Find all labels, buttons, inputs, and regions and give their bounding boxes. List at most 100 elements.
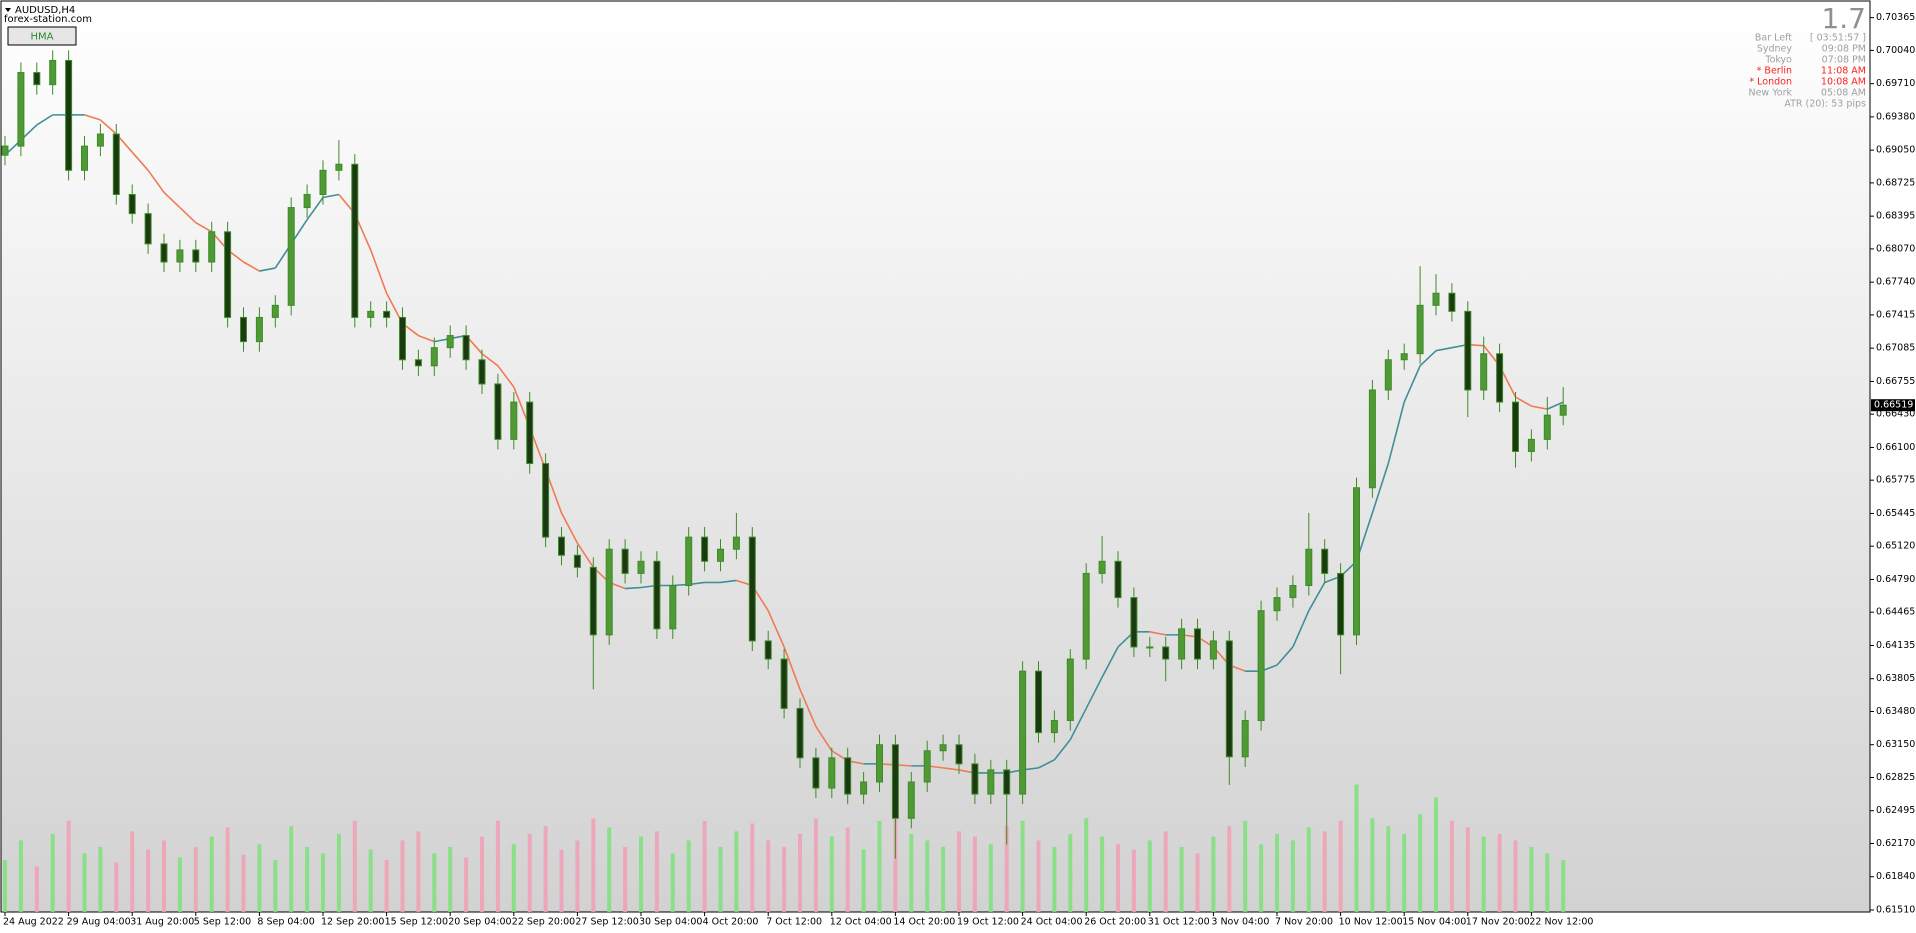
y-tick-label: 0.62825 bbox=[1876, 772, 1915, 783]
volume-bar bbox=[1402, 833, 1407, 912]
volume-bar bbox=[527, 833, 532, 912]
y-tick-label: 0.65445 bbox=[1876, 508, 1915, 519]
info-label: Bar Left bbox=[1755, 33, 1792, 44]
volume-bar bbox=[654, 831, 659, 912]
x-tick-label: 27 Sep 12:00 bbox=[575, 917, 638, 928]
info-value: 05:08 AM bbox=[1821, 88, 1866, 99]
volume-bar bbox=[289, 826, 294, 912]
y-tick-label: 0.67415 bbox=[1876, 309, 1915, 320]
candle-body bbox=[399, 316, 406, 361]
candle-body bbox=[1464, 310, 1472, 391]
hma-button-label[interactable]: HMA bbox=[31, 32, 54, 43]
volume-bar bbox=[1481, 836, 1486, 912]
candle-body bbox=[1178, 628, 1186, 660]
candle-body bbox=[271, 304, 279, 318]
hma-segment bbox=[815, 726, 833, 752]
candle-body bbox=[17, 72, 25, 147]
candle-body bbox=[669, 584, 677, 630]
x-tick-label: 12 Sep 20:00 bbox=[321, 917, 384, 928]
volume-bar bbox=[893, 814, 898, 912]
hma-segment bbox=[799, 688, 817, 727]
hma-button[interactable] bbox=[7, 26, 77, 46]
volume-bar bbox=[3, 859, 7, 912]
volume-bar bbox=[1529, 846, 1534, 912]
volume-bar bbox=[464, 857, 469, 912]
menu-triangle bbox=[5, 8, 11, 12]
candle-body bbox=[764, 640, 772, 660]
volume-bar bbox=[352, 820, 357, 912]
volume-bar bbox=[1179, 846, 1184, 912]
hma-segment bbox=[195, 222, 213, 233]
candle-body bbox=[1082, 572, 1090, 660]
volume-bar bbox=[718, 846, 723, 912]
y-tick-label: 0.64465 bbox=[1876, 607, 1915, 618]
hma-segment bbox=[576, 542, 594, 568]
volume-bar bbox=[957, 831, 961, 912]
y-tick-label: 0.61840 bbox=[1876, 871, 1915, 882]
volume-bar bbox=[766, 840, 771, 912]
candle-body bbox=[128, 193, 136, 215]
volume-bar bbox=[146, 849, 151, 912]
candle-body bbox=[96, 133, 104, 147]
x-tick-label: 19 Oct 12:00 bbox=[957, 917, 1019, 928]
volume-bar bbox=[1020, 820, 1025, 912]
candle-body bbox=[907, 781, 915, 819]
candle-body bbox=[319, 169, 327, 195]
y-tick-label: 0.66755 bbox=[1876, 376, 1915, 387]
volume-bar bbox=[321, 853, 325, 912]
candle-body bbox=[828, 757, 836, 789]
candle-body bbox=[351, 163, 359, 318]
candle-body bbox=[542, 463, 550, 538]
volume-bar bbox=[1163, 831, 1168, 912]
candle-body bbox=[478, 359, 486, 385]
candle-body bbox=[224, 231, 232, 318]
volume-bar bbox=[1290, 840, 1295, 912]
x-tick-label: 14 Oct 20:00 bbox=[893, 917, 955, 928]
hma-segment bbox=[1387, 401, 1405, 464]
candle-body bbox=[558, 536, 565, 556]
x-tick-label: 30 Sep 04:00 bbox=[639, 917, 702, 928]
candle-body bbox=[1066, 658, 1074, 722]
current-price-label: 0.66519 bbox=[1874, 400, 1913, 411]
y-tick-label: 0.67085 bbox=[1876, 343, 1915, 354]
current-price-box bbox=[1871, 399, 1915, 412]
info-label: Tokyo bbox=[1764, 55, 1792, 66]
y-tick-label: 0.63150 bbox=[1876, 739, 1915, 750]
candle-body bbox=[1305, 548, 1313, 586]
candle-body bbox=[1480, 353, 1488, 391]
volume-bar bbox=[480, 836, 484, 912]
hma-segment bbox=[783, 646, 801, 690]
y-tick-label: 0.65775 bbox=[1876, 475, 1915, 486]
candle-body bbox=[287, 207, 295, 306]
volume-bar bbox=[400, 840, 405, 912]
x-tick-label: 22 Sep 20:00 bbox=[512, 917, 575, 928]
info-label: Sydney bbox=[1757, 44, 1793, 55]
volume-bar bbox=[1386, 826, 1391, 912]
candle-body bbox=[605, 548, 613, 636]
volume-bar bbox=[1068, 833, 1073, 912]
candle-body bbox=[303, 193, 311, 209]
volume-bar bbox=[877, 820, 882, 912]
candle-body bbox=[1496, 353, 1504, 403]
info-label: * Berlin bbox=[1757, 66, 1792, 77]
hma-segment bbox=[1371, 463, 1390, 514]
candle-body bbox=[430, 347, 438, 367]
candle-body bbox=[1146, 646, 1154, 649]
volume-bar bbox=[543, 826, 548, 912]
info-value: 07:08 PM bbox=[1822, 55, 1866, 66]
volume-bar bbox=[972, 836, 977, 912]
candle-body bbox=[1019, 670, 1027, 795]
volume-bar bbox=[559, 849, 564, 912]
candle-body bbox=[1384, 359, 1392, 391]
volume-bar bbox=[670, 853, 675, 912]
x-tick-label: 24 Oct 04:00 bbox=[1021, 917, 1083, 928]
hma-segment bbox=[147, 169, 165, 193]
volume-bar bbox=[988, 844, 993, 912]
volume-bar bbox=[1418, 814, 1423, 912]
y-tick-label: 0.69710 bbox=[1876, 78, 1915, 89]
candle-body bbox=[1130, 597, 1138, 648]
info-label: New York bbox=[1748, 88, 1792, 99]
volume-bar bbox=[432, 853, 437, 912]
volume-bar bbox=[607, 827, 612, 912]
candle-body bbox=[1368, 389, 1376, 489]
